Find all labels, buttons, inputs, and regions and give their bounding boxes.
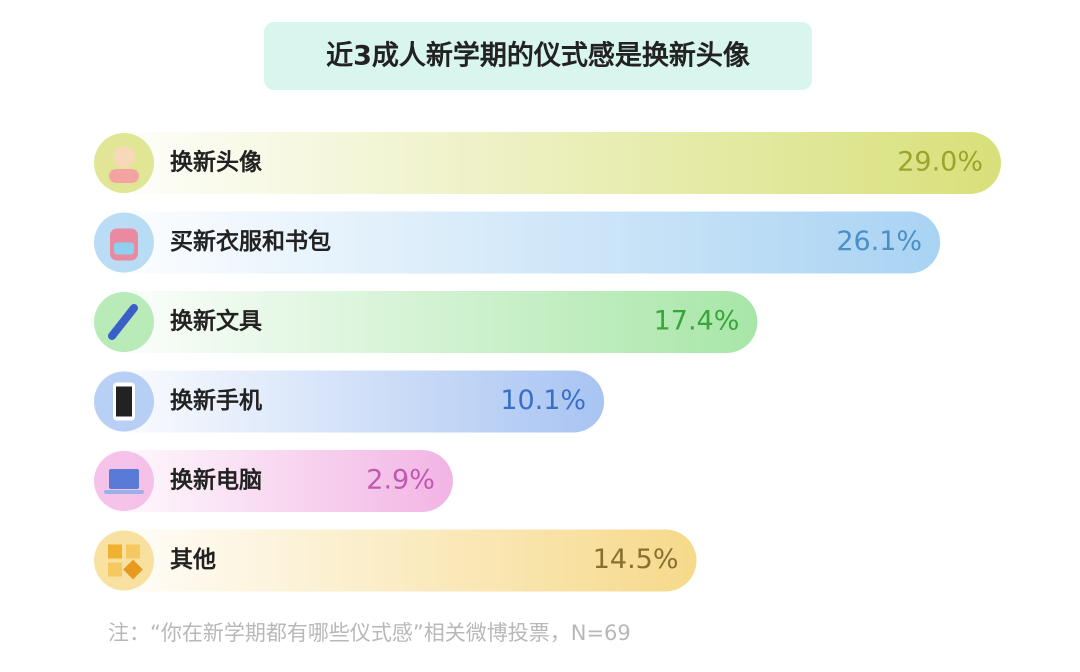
category-label: 换新手机 (170, 387, 262, 414)
value-label: 17.4% (654, 306, 740, 337)
chart-title: 近3成人新学期的仪式感是换新头像 (326, 40, 750, 72)
bar (92, 211, 941, 274)
title-box (264, 22, 812, 90)
bar (92, 132, 1001, 194)
icon-shape (108, 304, 138, 340)
footnote: 注：“你在新学期都有哪些仪式感”相关微博投票，N=69 (108, 621, 631, 645)
icon-shape (126, 544, 140, 559)
bar (92, 291, 758, 353)
bar (92, 529, 697, 592)
icon-shape (108, 544, 122, 559)
icon-shape (113, 146, 135, 168)
category-label: 买新衣服和书包 (170, 228, 331, 255)
icon (94, 530, 154, 591)
value-label: 10.1% (500, 385, 586, 416)
category-label: 其他 (170, 547, 216, 573)
bar (92, 450, 453, 512)
icon-shape (114, 242, 134, 255)
value-label: 29.0% (897, 147, 983, 178)
category-label: 换新电脑 (170, 467, 262, 494)
bar (92, 370, 605, 433)
icon-shape (116, 386, 132, 417)
category-label: 换新头像 (170, 149, 263, 176)
category-label: 换新文具 (170, 308, 262, 335)
icon-shape (108, 562, 122, 577)
value-label: 2.9% (366, 465, 435, 496)
icon-shape (109, 169, 139, 183)
value-label: 14.5% (593, 544, 679, 575)
value-label: 26.1% (836, 226, 922, 257)
icon-shape (104, 490, 144, 494)
icon-shape (109, 469, 139, 489)
